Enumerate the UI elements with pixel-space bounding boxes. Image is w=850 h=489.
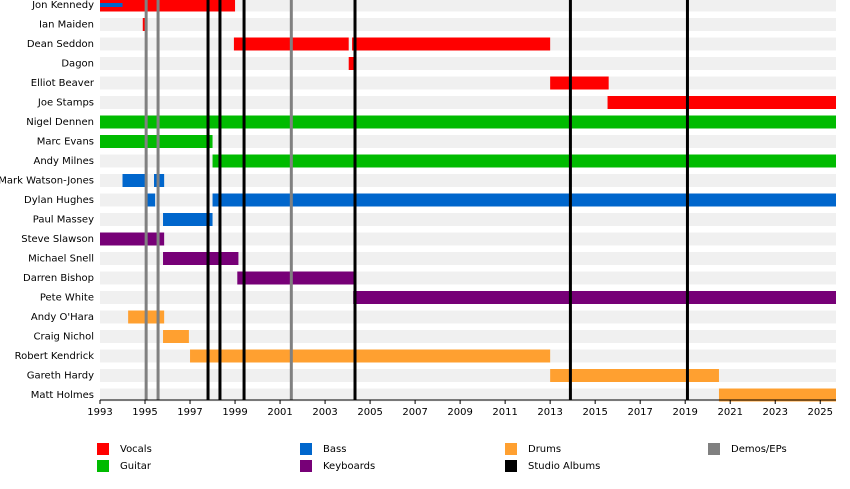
member-bar xyxy=(212,193,837,207)
legend-label: Drums xyxy=(528,444,561,455)
member-bar xyxy=(146,193,156,207)
legend-swatch xyxy=(97,460,109,472)
x-tick-label: 2005 xyxy=(357,407,382,418)
legend-label: Demos/EPs xyxy=(731,444,787,455)
member-name: Ian Maiden xyxy=(39,20,94,31)
row-stripe xyxy=(100,330,836,343)
row-stripe xyxy=(100,0,836,12)
x-tick-label: 2025 xyxy=(808,407,833,418)
member-bar xyxy=(100,135,213,148)
member-bar xyxy=(142,18,147,31)
member-name: Darren Bishop xyxy=(23,273,94,284)
member-bar xyxy=(550,369,719,382)
row-stripe xyxy=(100,388,836,402)
member-name: Dean Seddon xyxy=(27,39,94,50)
member-name: Pete White xyxy=(40,293,94,304)
member-bar xyxy=(212,154,837,168)
row-stripe xyxy=(100,369,836,382)
member-name: Craig Nichol xyxy=(33,332,94,343)
member-bar xyxy=(718,388,836,402)
member-name: Dagon xyxy=(61,59,94,70)
member-bar xyxy=(607,96,836,109)
legend-label: Bass xyxy=(323,444,346,455)
x-tick-label: 2021 xyxy=(717,407,742,418)
member-bar xyxy=(237,271,356,285)
legend-swatch xyxy=(505,460,517,472)
x-tick-label: 2023 xyxy=(763,407,788,418)
row-stripe xyxy=(100,135,836,148)
row-stripe xyxy=(100,271,836,285)
legend-label: Guitar xyxy=(120,461,152,472)
member-name: Joe Stamps xyxy=(37,98,94,109)
member-bar xyxy=(100,115,836,129)
member-bar xyxy=(163,213,213,226)
member-name: Gareth Hardy xyxy=(27,371,94,382)
x-tick-label: 1993 xyxy=(87,407,112,418)
x-tick-label: 1999 xyxy=(222,407,247,418)
member-name: Andy O'Hara xyxy=(31,312,94,323)
member-bar xyxy=(100,232,165,246)
row-stripe xyxy=(100,310,836,324)
member-bar xyxy=(550,76,609,90)
x-tick-label: 2013 xyxy=(537,407,562,418)
row-stripe xyxy=(100,174,836,187)
member-bar xyxy=(352,37,551,51)
member-bar xyxy=(190,349,551,363)
x-tick-label: 2007 xyxy=(402,407,427,418)
legend-swatch xyxy=(97,443,109,455)
legend-swatch xyxy=(300,460,312,472)
member-bar xyxy=(163,252,239,265)
x-tick-label: 2017 xyxy=(627,407,652,418)
member-name: Jon Kennedy xyxy=(31,0,94,11)
legend-swatch xyxy=(300,443,312,455)
member-name: Matt Holmes xyxy=(31,390,94,401)
x-tick-label: 2001 xyxy=(267,407,292,418)
member-name: Dylan Hughes xyxy=(24,195,94,206)
member-name: Robert Kendrick xyxy=(15,351,95,362)
legend-label: Studio Albums xyxy=(528,461,600,472)
row-stripe xyxy=(100,18,836,31)
x-tick-label: 1995 xyxy=(132,407,157,418)
member-bar xyxy=(353,291,836,304)
member-bar xyxy=(122,174,147,187)
member-name: Marc Evans xyxy=(37,137,94,148)
member-name: Nigel Dennen xyxy=(26,117,94,128)
member-bar xyxy=(348,57,355,70)
member-name: Mark Watson-Jones xyxy=(0,176,94,187)
x-tick-label: 2009 xyxy=(447,407,472,418)
member-name: Elliot Beaver xyxy=(31,78,95,89)
member-bar xyxy=(100,0,236,12)
row-stripe xyxy=(100,57,836,70)
legend-swatch xyxy=(505,443,517,455)
x-tick-label: 2003 xyxy=(312,407,337,418)
member-name: Steve Slawson xyxy=(21,234,94,245)
x-tick-label: 2015 xyxy=(582,407,607,418)
legend-swatch xyxy=(708,443,720,455)
member-bar xyxy=(163,330,189,343)
member-name: Michael Snell xyxy=(28,254,94,265)
x-tick-label: 2019 xyxy=(672,407,697,418)
row-stripe xyxy=(100,252,836,265)
member-bar xyxy=(100,3,123,7)
x-tick-label: 1997 xyxy=(177,407,202,418)
member-name: Andy Milnes xyxy=(33,156,94,167)
row-stripe xyxy=(100,76,836,90)
x-tick-label: 2011 xyxy=(492,407,517,418)
row-stripe xyxy=(100,213,836,226)
legend-label: Vocals xyxy=(120,444,152,455)
row-stripe xyxy=(100,232,836,246)
legend-label: Keyboards xyxy=(323,461,375,472)
member-name: Paul Massey xyxy=(33,215,94,226)
